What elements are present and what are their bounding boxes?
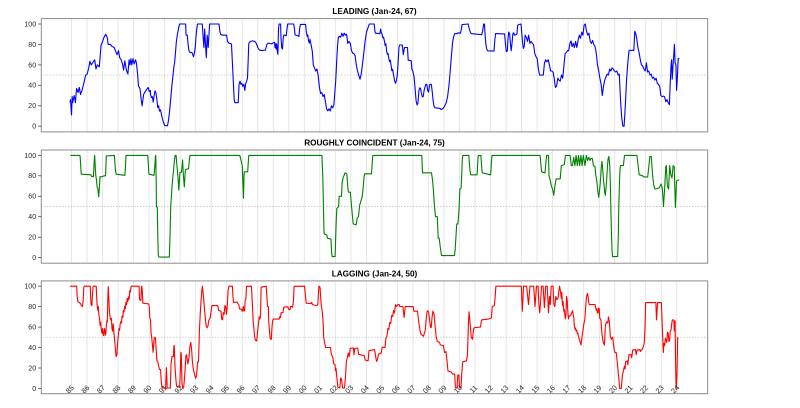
svg-text:0: 0	[32, 124, 36, 131]
svg-text:60: 60	[28, 62, 36, 69]
svg-text:20: 20	[28, 235, 36, 242]
svg-text:20: 20	[28, 365, 36, 372]
svg-text:ROUGHLY COINCIDENT (Jan-24, 75: ROUGHLY COINCIDENT (Jan-24, 75)	[304, 139, 445, 148]
svg-text:0: 0	[32, 386, 36, 393]
svg-text:LAGGING (Jan-24, 50): LAGGING (Jan-24, 50)	[332, 270, 418, 279]
svg-text:80: 80	[28, 42, 36, 49]
svg-text:0: 0	[32, 255, 36, 262]
svg-text:80: 80	[28, 173, 36, 180]
svg-text:100: 100	[24, 21, 36, 28]
svg-text:60: 60	[28, 325, 36, 332]
svg-text:11: 11	[468, 383, 480, 395]
svg-text:100: 100	[24, 284, 36, 291]
svg-text:20: 20	[28, 103, 36, 110]
svg-text:80: 80	[28, 304, 36, 311]
svg-text:40: 40	[28, 214, 36, 221]
svg-text:40: 40	[28, 345, 36, 352]
svg-text:100: 100	[24, 153, 36, 160]
svg-text:40: 40	[28, 83, 36, 90]
svg-text:LEADING (Jan-24, 67): LEADING (Jan-24, 67)	[332, 7, 416, 16]
svg-text:60: 60	[28, 194, 36, 201]
